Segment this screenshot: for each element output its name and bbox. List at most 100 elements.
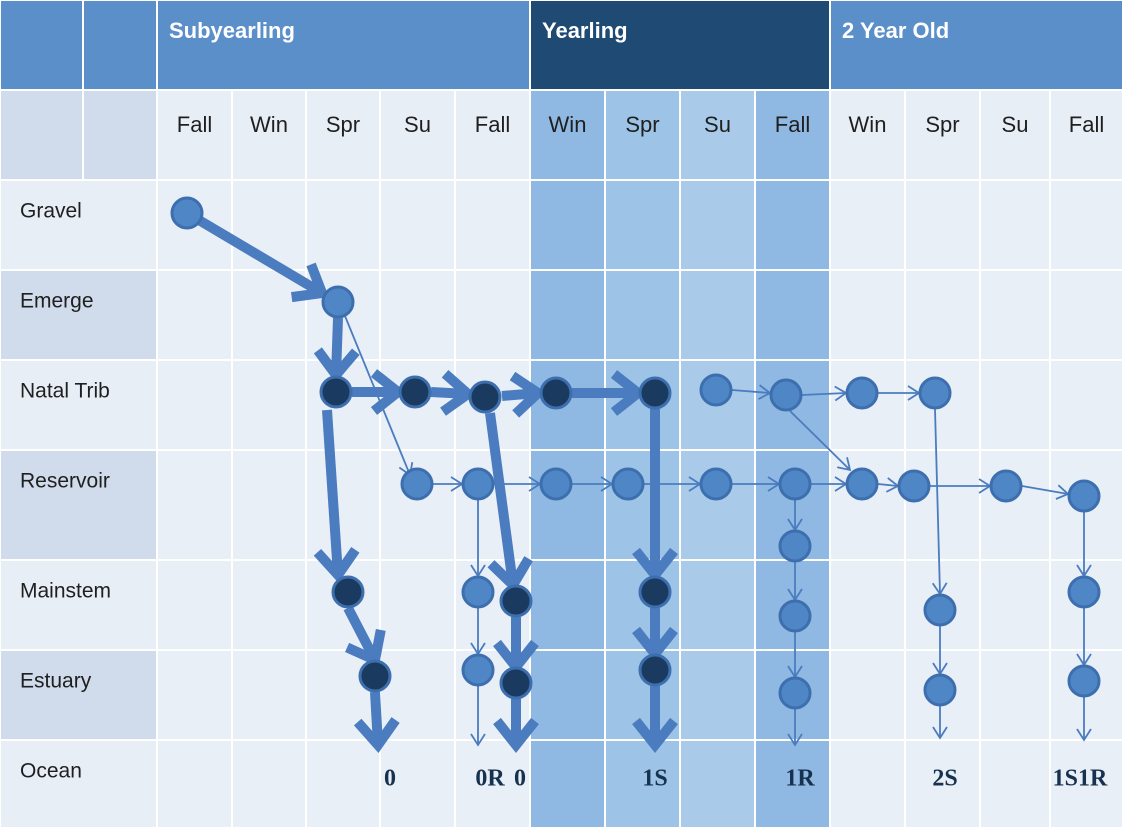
season-label: Su	[704, 112, 731, 137]
stage-dot	[398, 375, 432, 409]
cell	[456, 741, 529, 827]
cell	[1, 91, 82, 179]
cell	[158, 741, 231, 827]
cell	[606, 91, 679, 179]
cell	[681, 451, 754, 559]
cell	[1051, 361, 1122, 449]
cell	[307, 91, 379, 179]
cell	[1, 451, 156, 559]
stage-dot	[539, 467, 573, 501]
cell	[606, 361, 679, 449]
cell	[233, 91, 305, 179]
cell	[531, 181, 604, 269]
cell	[906, 741, 979, 827]
cell	[756, 271, 829, 359]
row-label: Natal Trib	[20, 380, 110, 403]
cell	[381, 651, 454, 739]
cell	[233, 651, 305, 739]
cell	[981, 91, 1049, 179]
thick-arrow	[353, 691, 400, 754]
cell	[233, 741, 305, 827]
season-label: Spr	[326, 112, 360, 137]
stage-dot	[638, 653, 672, 687]
stage-dot	[331, 575, 365, 609]
thin-arrow	[931, 408, 948, 596]
thin-arrow	[344, 315, 414, 477]
stage-dot	[923, 673, 957, 707]
cell	[381, 561, 454, 649]
stage-dot	[461, 467, 495, 501]
stage-dot	[461, 575, 495, 609]
cell	[233, 361, 305, 449]
cell	[531, 561, 604, 649]
cell	[456, 91, 529, 179]
cell	[831, 271, 904, 359]
thick-arrow	[313, 317, 360, 384]
cell	[906, 181, 979, 269]
thick-arrow	[313, 409, 360, 584]
stage-dot	[400, 467, 434, 501]
stage-dot	[699, 373, 733, 407]
cell	[1, 271, 156, 359]
stage-dot	[539, 376, 573, 410]
thin-arrow	[801, 385, 848, 402]
cell	[606, 561, 679, 649]
cell	[906, 451, 979, 559]
cell	[84, 91, 156, 179]
cell	[233, 561, 305, 649]
cell	[84, 1, 156, 89]
stage-dot	[845, 467, 879, 501]
season-label: Fall	[775, 112, 810, 137]
cell	[831, 651, 904, 739]
cell	[606, 271, 679, 359]
cell	[233, 181, 305, 269]
cell	[756, 181, 829, 269]
stage-dot	[638, 376, 672, 410]
season-label: Su	[404, 112, 431, 137]
cell	[681, 271, 754, 359]
cell	[158, 361, 231, 449]
thick-arrow	[430, 369, 477, 416]
cell	[681, 561, 754, 649]
thin-arrow	[1021, 484, 1070, 500]
cell	[831, 741, 904, 827]
cell	[531, 651, 604, 739]
cell	[531, 271, 604, 359]
cell	[831, 181, 904, 269]
cell	[681, 651, 754, 739]
season-label: Win	[549, 112, 587, 137]
cell	[981, 651, 1049, 739]
cell	[906, 91, 979, 179]
cell	[1, 1, 82, 89]
cell	[606, 181, 679, 269]
cell	[981, 361, 1049, 449]
cell	[981, 561, 1049, 649]
stage-dot	[769, 378, 803, 412]
row-label: Reservoir	[20, 470, 110, 493]
stage-dot	[321, 285, 355, 319]
row-label: Ocean	[20, 760, 82, 783]
cell	[831, 91, 904, 179]
cell	[531, 451, 604, 559]
stage-dot	[845, 376, 879, 410]
stage-dot	[611, 467, 645, 501]
cell	[1051, 91, 1122, 179]
cell	[531, 1, 829, 89]
cell	[831, 451, 904, 559]
cell	[1, 741, 156, 827]
outcome-label: 0R	[475, 766, 505, 792]
stage-dot	[1067, 479, 1101, 513]
cell	[1, 561, 156, 649]
stage-dot	[1067, 664, 1101, 698]
cell	[756, 741, 829, 827]
cell	[531, 741, 604, 827]
outcome-label: 1R	[785, 766, 815, 792]
cell	[531, 91, 604, 179]
row-label: Mainstem	[20, 580, 111, 603]
cell	[233, 271, 305, 359]
cell	[381, 451, 454, 559]
stage-dot	[778, 599, 812, 633]
thick-arrow	[501, 371, 547, 418]
cell	[158, 451, 231, 559]
